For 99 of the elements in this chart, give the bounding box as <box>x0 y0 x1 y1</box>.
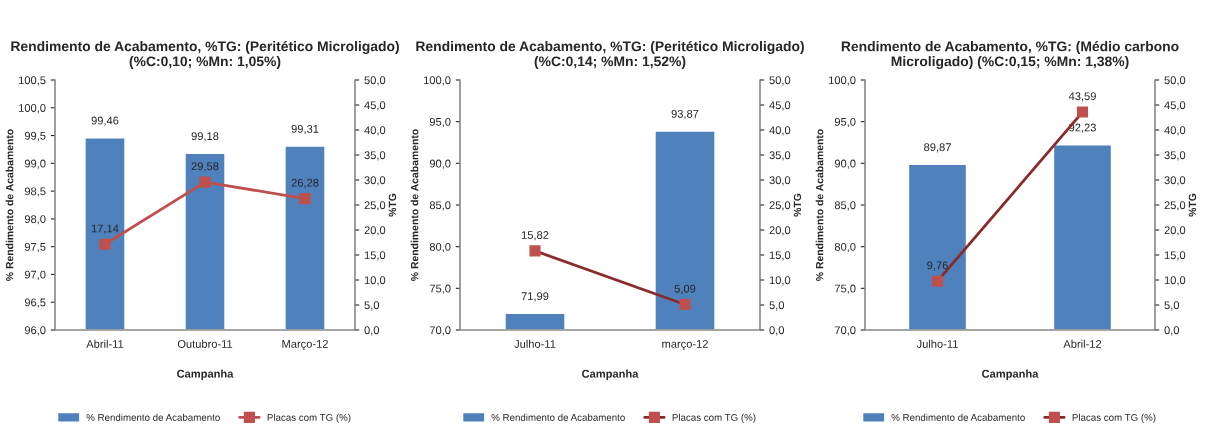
x-tick-label: Março-12 <box>282 339 328 351</box>
y2-tick-label: 20,0 <box>364 226 386 236</box>
y2-tick-label: 35,0 <box>769 151 791 161</box>
data-label: 93,87 <box>671 109 699 120</box>
y-tick-label: 97,5 <box>24 242 46 253</box>
y-tick-label: 99,0 <box>24 159 46 169</box>
data-label: 5,09 <box>674 284 696 294</box>
legend-label: Placas com TG (%) <box>1072 413 1156 423</box>
y2-tick-label: 0,0 <box>364 326 380 336</box>
point <box>199 176 211 188</box>
y2-tick-label: 5,0 <box>364 301 380 311</box>
x-tick-label: Julho-11 <box>916 339 958 348</box>
x-axis-title: Campanha <box>982 369 1039 380</box>
y-tick-label: 75,0 <box>834 284 856 294</box>
y-tick-label: 97,0 <box>24 270 46 280</box>
y2-tick-label: 45,0 <box>1164 101 1186 111</box>
y-tick-label: 70,0 <box>834 326 856 336</box>
y2-tick-label: 35,0 <box>364 151 386 161</box>
y2-tick-label: 20,0 <box>769 226 791 236</box>
y-tick-label: 80,0 <box>429 242 451 253</box>
data-label: 29,58 <box>191 162 219 172</box>
data-label: 9,76 <box>927 261 948 271</box>
chart-title: Rendimento de Acabamento, %TG: (Médio carbono Microligado) (%C:0,15; %Mn: 1,38%) <box>841 40 1179 70</box>
y2-tick-label: 30,0 <box>1164 176 1186 186</box>
y-tick-label: 98,0 <box>24 215 46 225</box>
data-label: 99,18 <box>191 132 219 142</box>
y-tick-label: 98,5 <box>24 187 46 197</box>
y2-tick-label: 50,0 <box>769 76 791 86</box>
legend-label: Placas com TG (%) <box>267 413 351 423</box>
y2-tick-label: 25,0 <box>364 201 386 211</box>
y-tick-label: 90,0 <box>834 159 856 169</box>
data-label: 99,46 <box>91 116 119 126</box>
chart-title: Rendimento de Acabamento, %TG: (Peritético Microligado) (%C:0,14; %Mn: 1,52%) <box>416 40 804 69</box>
x-tick-label: Abril-11 <box>86 339 124 348</box>
point <box>99 238 111 250</box>
chart-title: Rendimento de Acabamento, %TG: (Peritético Microligado) (%C:0,10; %Mn: 1,05%) <box>11 40 399 69</box>
y-tick-label: 80,0 <box>834 242 856 253</box>
x-axis-title: Campanha <box>177 369 234 380</box>
x-tick-label: março-12 <box>662 339 708 351</box>
y2-tick-label: 30,0 <box>364 176 386 186</box>
data-label: 43,59 <box>1068 92 1096 102</box>
data-label: 89,87 <box>924 143 951 153</box>
y-axis-title: % Rendimento de Acabamento <box>815 129 824 281</box>
y2-tick-label: 40,0 <box>364 126 386 136</box>
y2-tick-label: 15,0 <box>364 251 386 261</box>
y-axis-title: % Rendimento de Acabamento <box>410 129 419 281</box>
x-tick-label: Julho-11 <box>514 339 556 348</box>
data-label: 92,23 <box>1069 123 1096 133</box>
y2-tick-label: 40,0 <box>769 126 791 136</box>
y-tick-label: 95,0 <box>834 117 856 128</box>
y2-tick-label: 30,0 <box>769 176 791 186</box>
x-tick-label: Abril-12 <box>1063 339 1102 348</box>
y2-axis-title: %TG <box>793 193 802 217</box>
x-axis-title: Campanha <box>582 369 639 380</box>
data-label: 71,99 <box>521 292 549 302</box>
y-tick-label: 85,0 <box>429 201 451 211</box>
data-label: 15,82 <box>521 231 549 241</box>
y2-tick-label: 5,0 <box>1164 301 1180 311</box>
legend-label: % Rendimento de Acabamento <box>891 413 1025 421</box>
data-label: 26,28 <box>291 178 319 188</box>
y2-tick-label: 50,0 <box>1164 76 1186 86</box>
y-tick-label: 90,0 <box>429 159 451 169</box>
y2-tick-label: 20,0 <box>1164 226 1186 236</box>
y2-axis-title: %TG <box>1188 193 1197 217</box>
y2-tick-label: 0,0 <box>1164 326 1180 336</box>
y2-tick-label: 10,0 <box>769 276 791 286</box>
y2-tick-label: 15,0 <box>1164 251 1186 261</box>
y2-tick-label: 5,0 <box>769 301 785 311</box>
y-axis-title: % Rendimento de Acabamento <box>5 129 14 281</box>
y-tick-label: 99,5 <box>24 131 46 141</box>
legend-label: % Rendimento de Acabamento <box>491 413 625 421</box>
y2-tick-label: 0,0 <box>769 326 785 336</box>
y2-tick-label: 45,0 <box>769 101 791 111</box>
y-tick-label: 100,0 <box>19 104 46 114</box>
x-tick-label: Outubro-11 <box>177 339 233 348</box>
y2-tick-label: 25,0 <box>769 201 791 211</box>
y-tick-label: 96,5 <box>24 298 46 308</box>
y-tick-label: 100,0 <box>829 76 856 86</box>
y2-tick-label: 10,0 <box>364 276 386 286</box>
y-tick-label: 70,0 <box>429 326 451 336</box>
y2-tick-label: 25,0 <box>1164 201 1186 211</box>
point <box>299 193 311 205</box>
y2-tick-label: 35,0 <box>1164 151 1186 161</box>
y2-tick-label: 15,0 <box>769 251 791 261</box>
y-tick-label: 75,0 <box>429 284 451 294</box>
data-label: 99,31 <box>291 124 319 135</box>
data-label: 17,14 <box>91 224 119 234</box>
y2-tick-label: 45,0 <box>364 101 386 111</box>
y2-tick-label: 50,0 <box>364 76 386 86</box>
y-tick-label: 85,0 <box>834 201 856 211</box>
y2-tick-label: 10,0 <box>1164 276 1186 286</box>
y-tick-label: 100,0 <box>424 76 451 86</box>
y2-axis-title: %TG <box>388 193 397 217</box>
y-tick-label: 100,5 <box>19 76 46 86</box>
legend-label: % Rendimento de Acabamento <box>86 413 220 421</box>
y-tick-label: 95,0 <box>429 117 451 128</box>
y2-tick-label: 40,0 <box>1164 126 1186 136</box>
y-tick-label: 96,0 <box>24 326 46 336</box>
legend-label: Placas com TG (%) <box>672 413 756 423</box>
